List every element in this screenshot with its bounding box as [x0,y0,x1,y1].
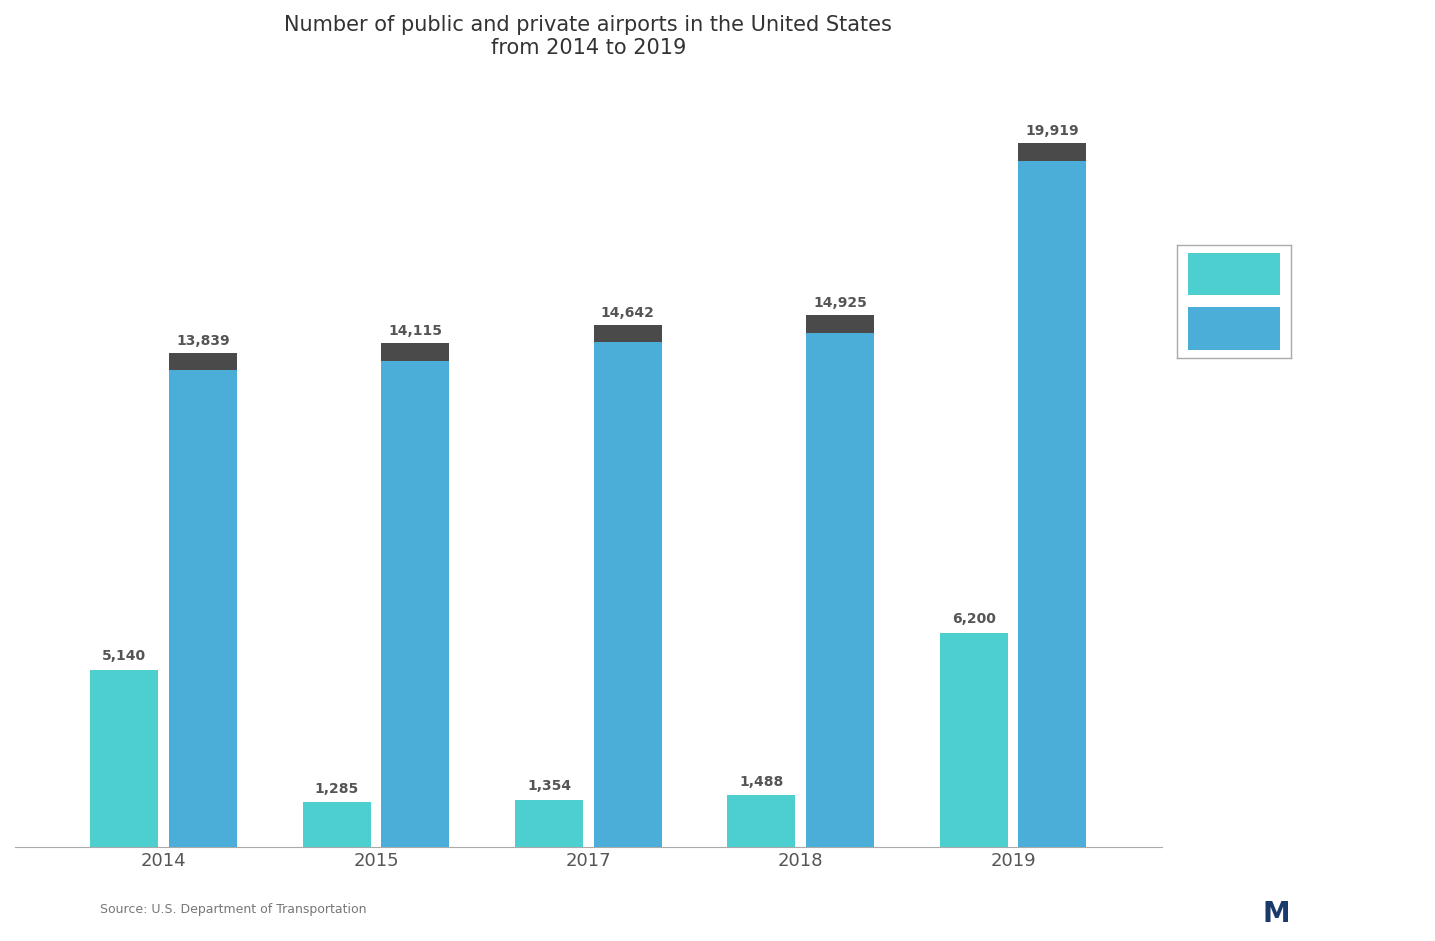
Text: 6,200: 6,200 [951,613,996,627]
Bar [382,360,449,847]
Text: 14,642: 14,642 [601,306,654,320]
Bar [303,803,370,847]
Text: 13,839: 13,839 [177,334,230,347]
Bar [1188,252,1280,295]
Bar [169,370,237,847]
Bar [515,800,583,847]
Bar [1019,161,1086,847]
Bar [90,670,158,847]
Bar [806,315,874,332]
Bar [1019,143,1086,161]
Text: 1,285: 1,285 [314,782,359,795]
Text: Source: U.S. Department of Transportation: Source: U.S. Department of Transportatio… [100,902,367,916]
Bar [1188,307,1280,350]
Text: 1,354: 1,354 [527,779,571,793]
Text: M: M [1263,901,1290,928]
Bar [594,343,662,847]
Bar [169,353,237,370]
Bar [940,633,1007,847]
Title: Number of public and private airports in the United States
from 2014 to 2019: Number of public and private airports in… [284,15,893,58]
Text: 1,488: 1,488 [739,774,784,789]
Bar [382,343,449,360]
Text: 14,115: 14,115 [389,324,442,338]
Bar [728,795,795,847]
Text: 19,919: 19,919 [1026,124,1079,138]
Text: 14,925: 14,925 [814,296,867,311]
Text: 5,140: 5,140 [102,648,146,662]
Bar [594,326,662,343]
Bar [806,332,874,847]
